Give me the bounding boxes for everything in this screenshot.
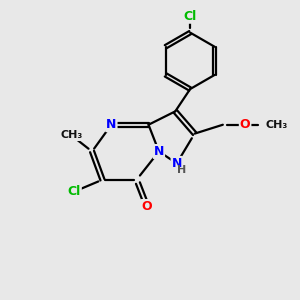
Text: CH₃: CH₃ xyxy=(265,120,287,130)
Text: Cl: Cl xyxy=(184,10,197,23)
Text: H: H xyxy=(178,165,187,175)
Text: N: N xyxy=(106,118,116,131)
Text: O: O xyxy=(240,118,250,131)
Text: N: N xyxy=(154,145,164,158)
Text: N: N xyxy=(172,157,182,170)
Text: CH₃: CH₃ xyxy=(60,130,82,140)
Text: Cl: Cl xyxy=(68,185,81,198)
Text: O: O xyxy=(142,200,152,213)
